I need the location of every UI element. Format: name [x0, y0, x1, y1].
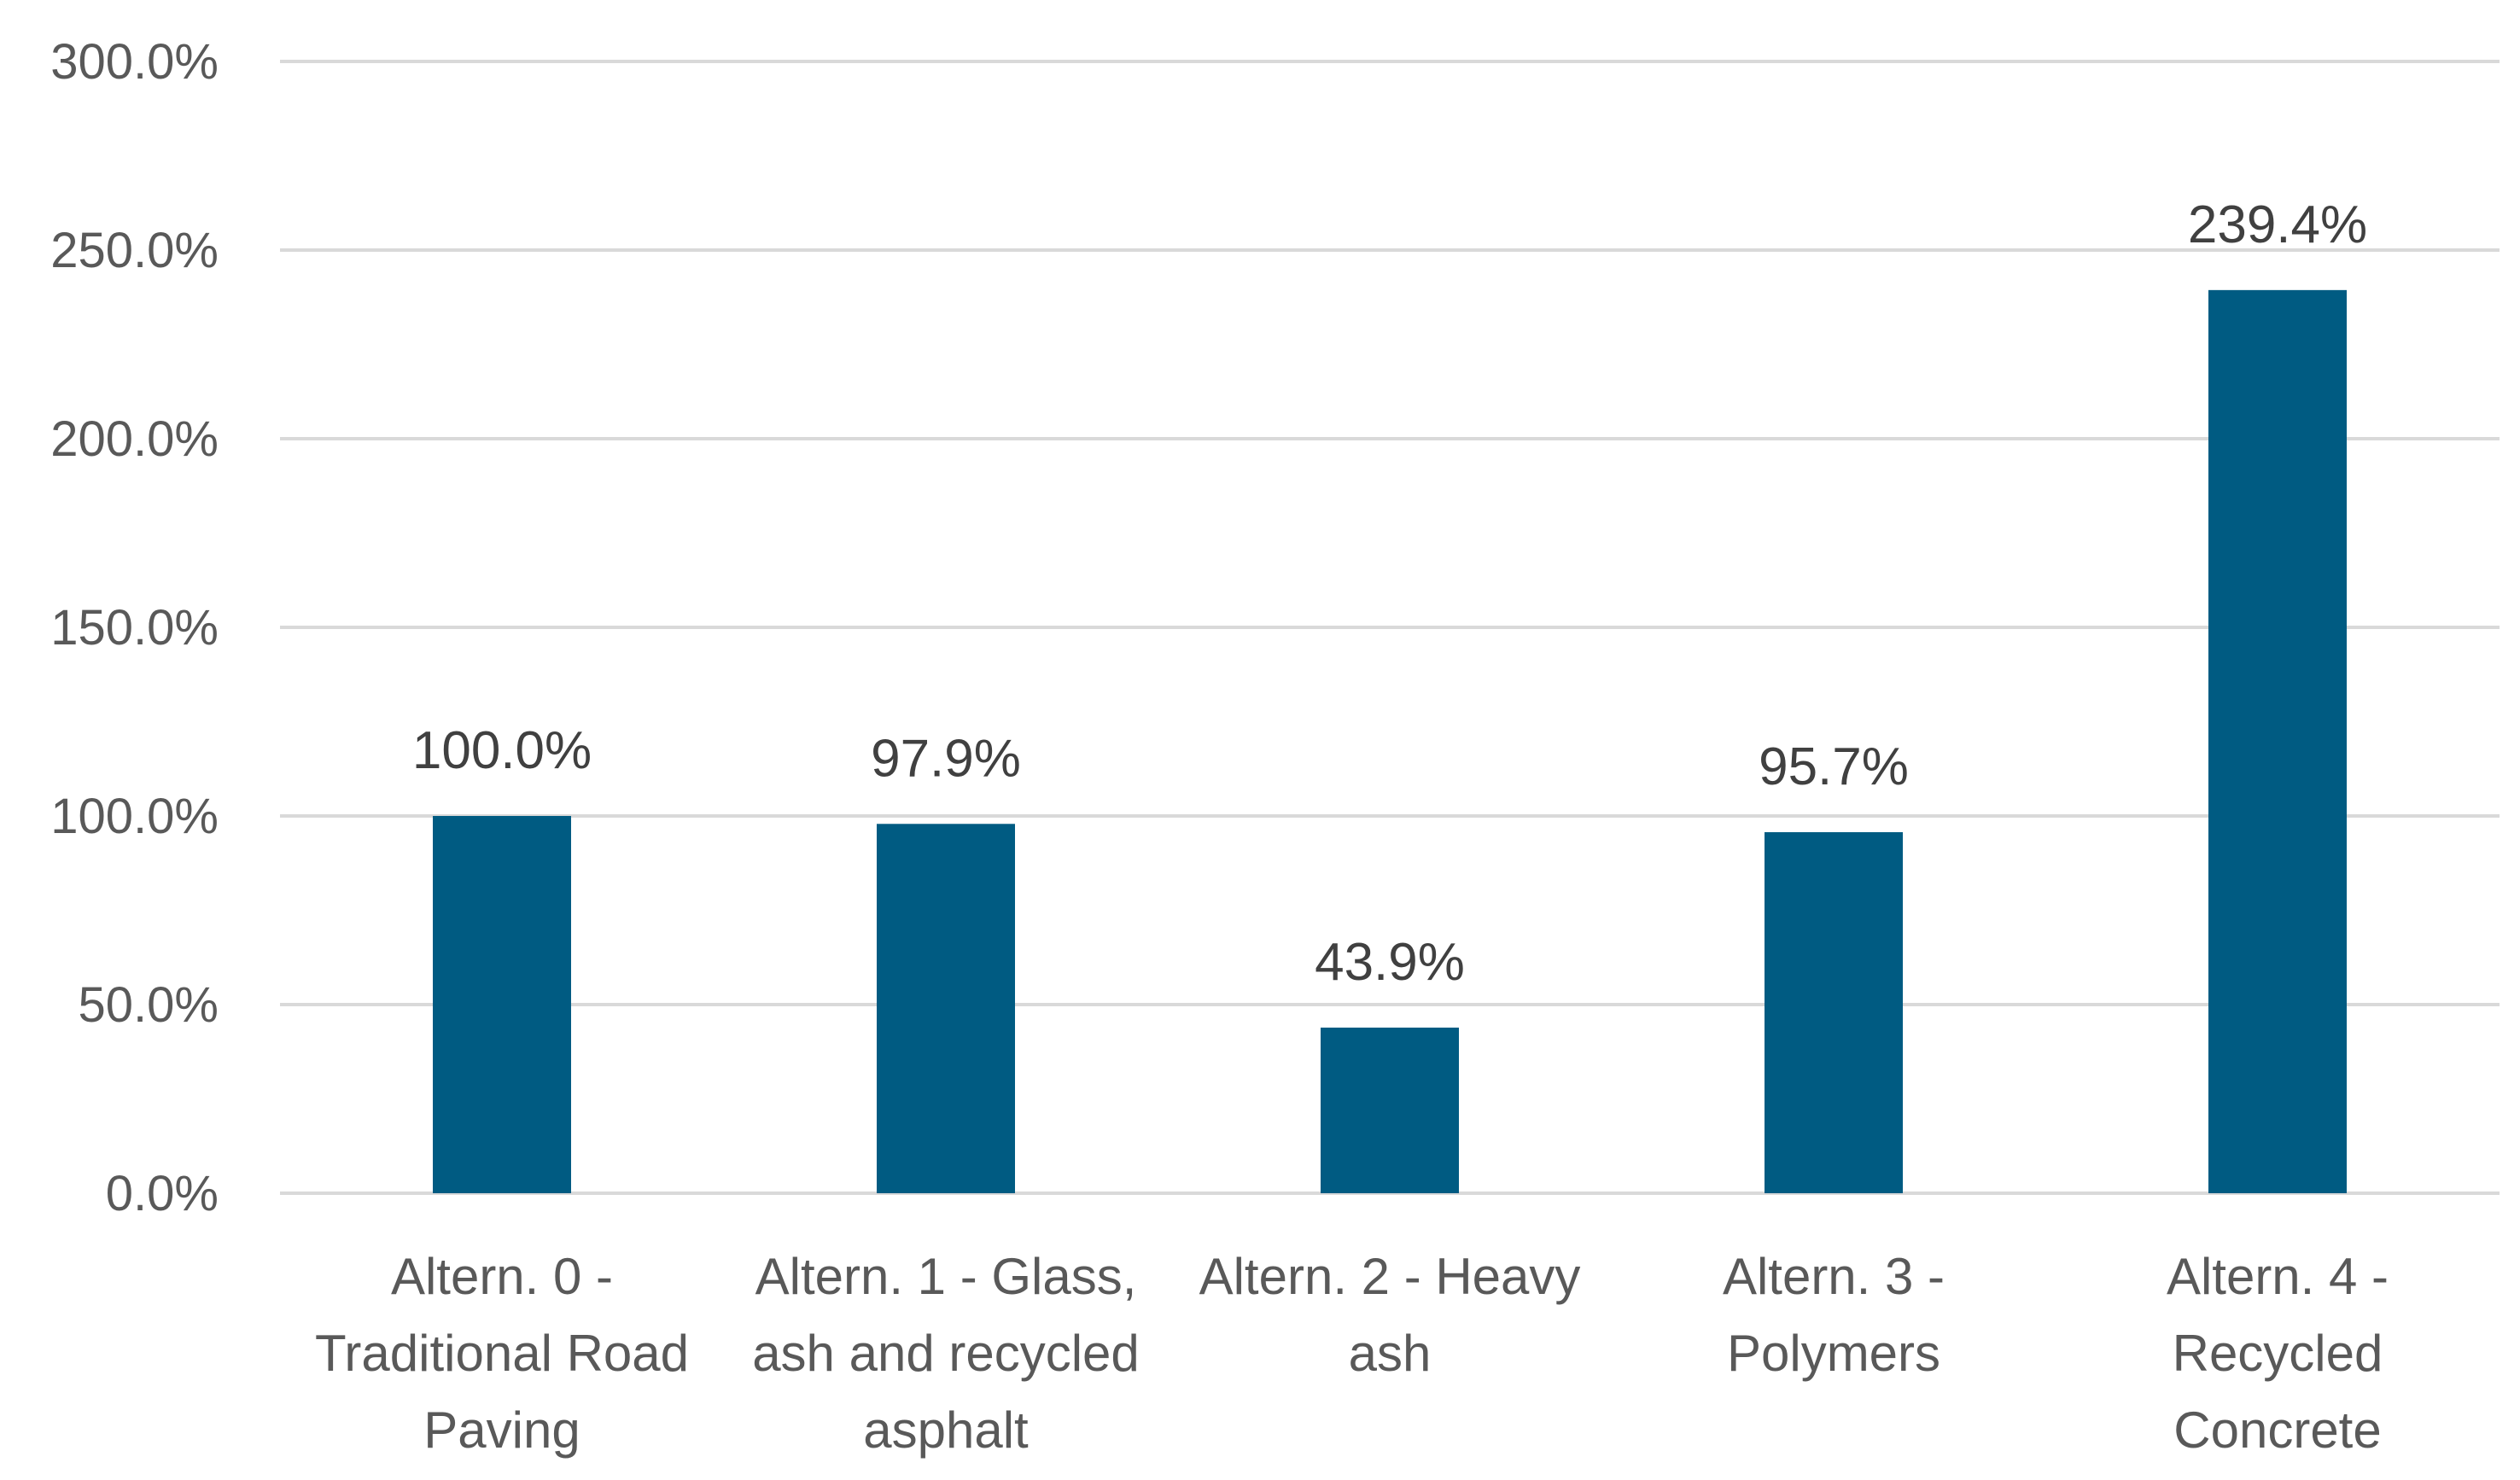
bars: [433, 289, 2347, 1193]
data-label: 43.9%: [1315, 933, 1465, 992]
data-label: 95.7%: [1759, 737, 1909, 796]
x-category-label: Altern. 0 - Traditional Road Paving: [315, 1248, 689, 1459]
y-tick-label: 50.0%: [79, 977, 219, 1033]
x-category-label-line: Altern. 1 - Glass,: [755, 1248, 1137, 1305]
bar: [1321, 1027, 1459, 1193]
x-category-label-line: Altern. 2 - Heavy: [1199, 1248, 1581, 1305]
x-category-label: Altern. 2 - Heavy ash: [1199, 1248, 1581, 1382]
data-label: 97.9%: [871, 729, 1021, 788]
bar: [433, 816, 571, 1193]
data-label: 100.0%: [412, 721, 592, 780]
y-tick-label: 200.0%: [50, 411, 219, 467]
y-tick-label: 100.0%: [50, 789, 219, 844]
x-category-label-line: Altern. 4 -: [2167, 1248, 2389, 1305]
data-labels: 100.0% 97.9% 43.9% 95.7% 239.4%: [412, 195, 2367, 992]
y-tick-label: 300.0%: [50, 34, 219, 90]
x-category-label-line: Concrete: [2173, 1401, 2381, 1459]
x-category-label: Altern. 4 - Recycled Concrete: [2167, 1248, 2389, 1459]
y-axis-tick-labels: 0.0% 50.0% 100.0% 150.0% 200.0% 250.0% 300.0%: [50, 34, 219, 1221]
x-category-label-line: ash and recycled: [752, 1325, 1140, 1382]
x-category-label-line: Polymers: [1727, 1325, 1940, 1382]
x-category-label: Altern. 1 - Glass, ash and recycled asphal…: [752, 1248, 1140, 1459]
bar: [2208, 289, 2347, 1193]
gridlines: [280, 60, 2500, 1195]
data-label: 239.4%: [2188, 195, 2367, 254]
x-category-label-line: Paving: [423, 1401, 580, 1459]
y-tick-label: 150.0%: [50, 600, 219, 656]
y-tick-label: 250.0%: [50, 223, 219, 278]
bar: [877, 824, 1015, 1193]
x-category-label-line: asphalt: [863, 1401, 1029, 1459]
bar: [1765, 832, 1903, 1193]
x-category-label: Altern. 3 - Polymers: [1723, 1248, 1945, 1382]
x-category-label-line: ash: [1349, 1325, 1432, 1382]
x-category-label-line: Altern. 3 -: [1723, 1248, 1945, 1305]
x-axis-category-labels: Altern. 0 -Traditional Road PavingAltern.…: [315, 1248, 2389, 1459]
x-category-label-line: Traditional Road: [315, 1325, 689, 1382]
x-category-label-line: Altern. 0 -: [391, 1248, 613, 1305]
y-tick-label: 0.0%: [106, 1166, 219, 1221]
x-category-label-line: Recycled: [2173, 1325, 2383, 1382]
